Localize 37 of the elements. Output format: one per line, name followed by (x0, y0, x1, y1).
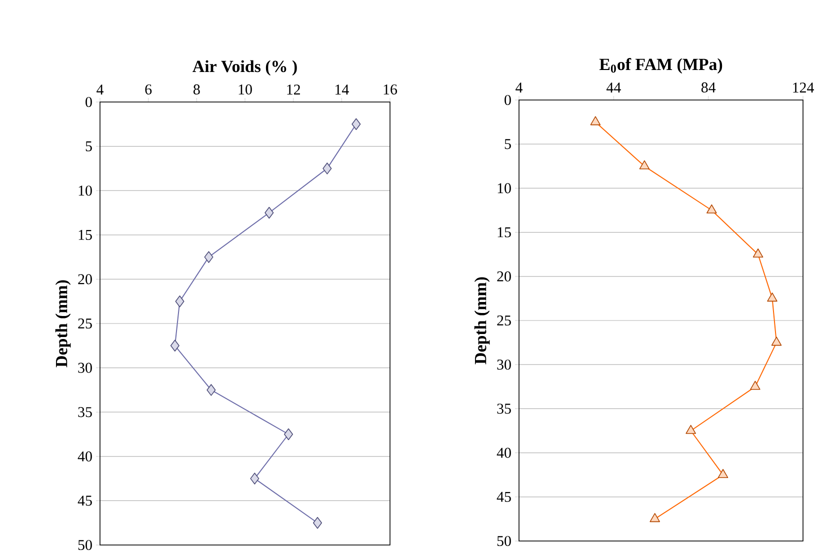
y-tick-label: 20 (497, 271, 511, 282)
x-axis-title: Air Voids (% ) (192, 60, 297, 76)
y-tick-label: 30 (78, 362, 92, 373)
x-tick-label: 4 (96, 84, 104, 94)
y-tick-label: 5 (504, 139, 511, 150)
y-tick-label: 10 (498, 183, 511, 194)
x-tick-label: 8 (193, 84, 200, 94)
y-tick-label: 0 (86, 96, 92, 108)
x-tick-label: 10 (238, 84, 252, 94)
y-tick-label: 50 (78, 540, 92, 550)
x-tick-label: 44 (606, 82, 621, 92)
y-axis-title: Depth (mm) (55, 280, 71, 368)
y-tick-label: 0 (504, 94, 511, 106)
y-tick-label: 15 (498, 227, 511, 238)
y-axis-title: Depth (mm) (474, 277, 490, 364)
y-tick-label: 20 (78, 274, 92, 284)
x-tick-label: 16 (384, 84, 398, 94)
y-tick-label: 15 (78, 230, 92, 240)
y-tick-label: 45 (496, 492, 511, 502)
y-tick-label: 50 (497, 536, 511, 546)
y-tick-label: 30 (497, 360, 511, 370)
x-axis-title: E$_{0}$of FAM (MPa) (599, 58, 722, 74)
y-tick-label: 25 (78, 318, 92, 329)
y-tick-label: 45 (78, 496, 92, 506)
x-tick-label: 14 (336, 84, 349, 94)
y-tick-label: 35 (497, 404, 511, 414)
y-tick-label: 25 (497, 315, 511, 326)
y-tick-label: 40 (496, 448, 511, 458)
x-tick-label: 4 (516, 82, 523, 92)
x-tick-label: 12 (287, 84, 300, 94)
x-tick-label: 84 (701, 82, 716, 92)
x-tick-label: 124 (793, 82, 814, 92)
y-tick-label: 5 (86, 141, 92, 152)
y-tick-label: 40 (78, 451, 92, 462)
y-tick-label: 10 (78, 186, 92, 196)
x-tick-label: 6 (145, 84, 152, 94)
y-tick-label: 35 (78, 407, 92, 418)
